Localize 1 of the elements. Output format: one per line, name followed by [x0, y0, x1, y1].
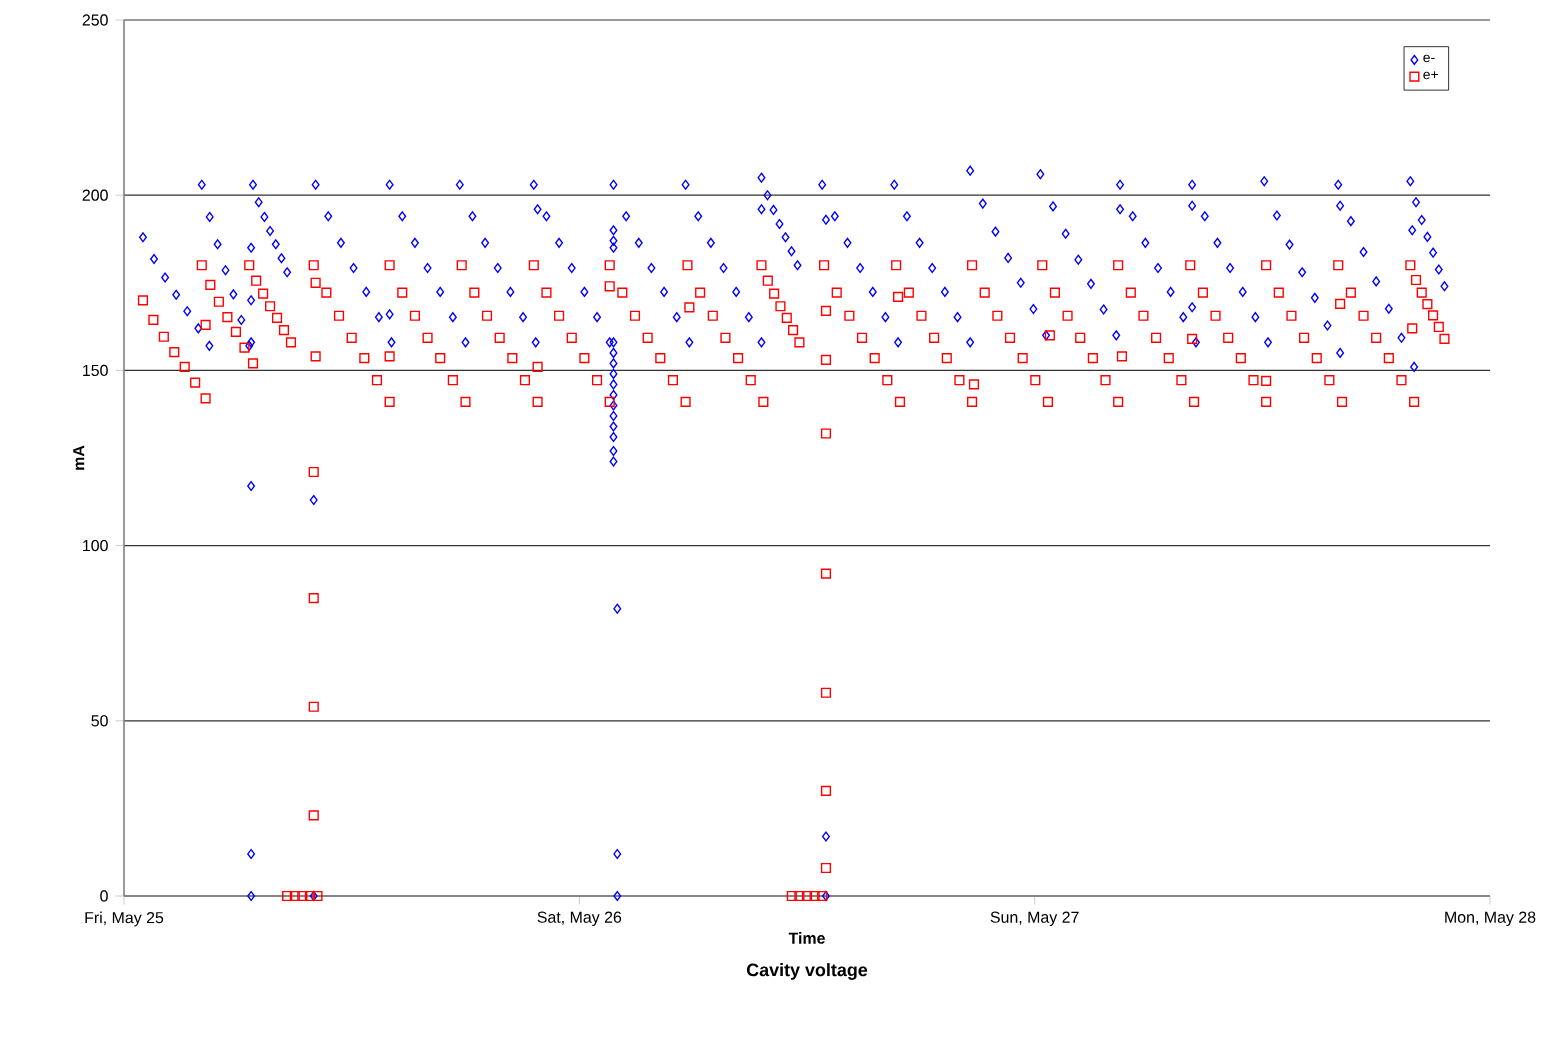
text: Cavity voltage — [746, 963, 868, 980]
